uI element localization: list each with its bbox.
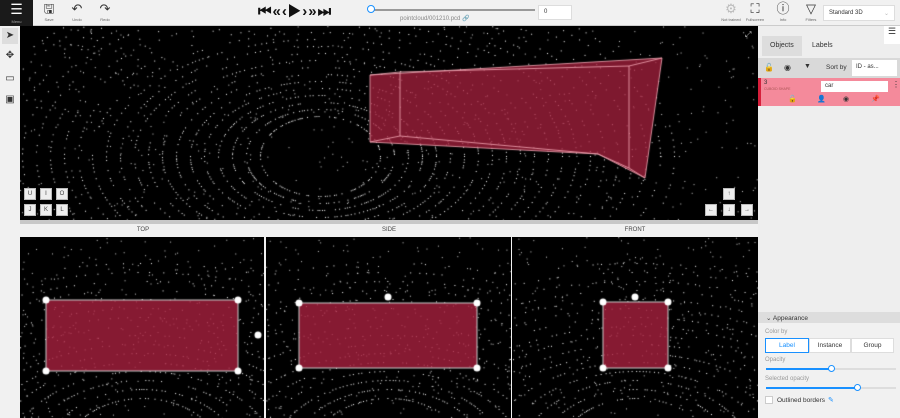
prev-button[interactable]: ‹ (281, 3, 288, 20)
save-icon: 🖫 (43, 1, 55, 16)
sort-select[interactable]: ID - as... (852, 60, 897, 76)
filter-icon: ▽ (806, 1, 816, 16)
opacity-slider[interactable] (766, 365, 896, 372)
chevron-down-icon: ⌄ (883, 11, 889, 17)
player-controls: ⏮«‹▶›»⏭ (258, 3, 332, 20)
object-item[interactable]: 3 CUBOID SHAPE car ⋮ 🔓 👤 ◉ 📌 (758, 78, 900, 106)
controls-sidebar: ➤ ✥ ▭ ▣ (0, 26, 20, 418)
expand-icon[interactable]: ⤢ (745, 30, 752, 39)
resize-divider[interactable] (20, 220, 758, 224)
object-label-select[interactable]: car (821, 81, 888, 92)
objects-sidebar: ☰ Objects Labels 🔓 ◉ ▼ Sort by ID - as..… (758, 26, 900, 418)
redo-icon: ↷ (99, 1, 111, 16)
menu-button[interactable]: ☰ Menu (0, 0, 33, 26)
color-by-label: Color by (765, 329, 788, 335)
camera-key-j[interactable]: J (24, 204, 36, 216)
more-icon[interactable]: ⋮ (892, 80, 900, 89)
selected-opacity-slider[interactable] (766, 384, 896, 391)
lock-all-icon[interactable]: 🔓 (764, 63, 774, 72)
camera-key-l[interactable]: L (56, 204, 68, 216)
fit-image-icon[interactable]: ▣ (5, 94, 15, 105)
top-toolbar: ☰ Menu 🖫 Save ↶ Undo ↷ Redo ⏮«‹▶›»⏭ pointclo… (0, 0, 900, 26)
next-button[interactable]: › (302, 3, 309, 20)
fwd-fast-button[interactable]: » (308, 3, 318, 20)
cursor-icon[interactable]: ➤ (2, 28, 18, 44)
filters-button[interactable]: ▽ Filters (796, 0, 826, 26)
opacity-label: Opacity (765, 357, 786, 363)
redo-button[interactable]: ↷ Redo (92, 0, 118, 26)
chevron-down-icon: ⌄ (766, 315, 772, 322)
undo-icon: ↶ (71, 1, 83, 16)
view-mode-select[interactable]: Standard 3D ⌄ (823, 5, 895, 21)
save-button[interactable]: 🖫 Save (36, 0, 62, 26)
frame-slider[interactable] (370, 9, 535, 11)
back-fast-button[interactable]: « (272, 3, 282, 20)
tab-labels[interactable]: Labels (812, 42, 833, 49)
arrow-key-left[interactable]: ← (705, 204, 717, 216)
arrow-key-down[interactable]: ↓ (723, 204, 735, 216)
color-picker-icon[interactable]: ✎ (828, 397, 834, 404)
info-icon: ⓘ (776, 1, 790, 16)
fullscreen-icon: ⛶ (750, 1, 760, 16)
camera-key-u[interactable]: U (24, 188, 36, 200)
color-by-group-option[interactable]: Group (851, 338, 894, 353)
selected-opacity-label: Selected opacity (765, 376, 810, 382)
camera-key-k[interactable]: K (40, 204, 52, 216)
pin-icon[interactable]: 📌 (871, 96, 880, 103)
undo-button[interactable]: ↶ Undo (64, 0, 90, 26)
draw-cuboid-icon[interactable]: ▭ (5, 73, 15, 84)
top-view-label: TOP (136, 227, 150, 233)
sort-label: Sort by (826, 64, 847, 71)
frame-number-input[interactable]: 0 (538, 5, 572, 20)
arrow-key-right[interactable]: → (741, 204, 753, 216)
brain-icon: ⚙ (725, 1, 737, 16)
side-view[interactable] (266, 237, 511, 418)
expand-all-icon[interactable]: ▼ (804, 63, 811, 70)
tab-objects[interactable]: Objects (762, 36, 802, 56)
first-frame-button[interactable]: ⏮ (258, 3, 273, 20)
frame-slider-handle[interactable] (367, 5, 375, 13)
ai-tools-button[interactable]: ⚙ Not trained (716, 0, 746, 26)
objects-header: 🔓 ◉ ▼ Sort by ID - as... (758, 58, 900, 78)
user-icon[interactable]: 👤 (817, 96, 826, 103)
eye-icon[interactable]: ◉ (843, 96, 850, 103)
last-frame-button[interactable]: ⏭ (317, 3, 333, 20)
collapse-sidebar-icon[interactable]: ☰ (884, 26, 900, 44)
outlined-borders-checkbox[interactable] (765, 396, 773, 404)
front-view-label: FRONT (624, 227, 646, 233)
hide-all-icon[interactable]: ◉ (784, 63, 791, 72)
menu-icon: ☰ (10, 1, 23, 17)
info-button[interactable]: ⓘ Info (768, 0, 798, 26)
color-by-instance-option[interactable]: Instance (809, 338, 851, 353)
lock-icon[interactable]: 🔓 (788, 96, 797, 103)
top-view[interactable] (20, 237, 264, 418)
arrow-key-up[interactable]: ↑ (723, 188, 735, 200)
side-view-label: SIDE (381, 227, 396, 233)
camera-key-o[interactable]: O (56, 188, 68, 200)
link-icon: 🔗 (462, 16, 470, 22)
filename: pointcloud/001210.pcd 🔗 (400, 16, 470, 22)
camera-key-i[interactable]: I (40, 188, 52, 200)
move-icon[interactable]: ✥ (5, 50, 15, 61)
fullscreen-button[interactable]: ⛶ Fullscreen (740, 0, 770, 26)
color-by-label-option[interactable]: Label (765, 338, 809, 353)
front-view[interactable] (512, 237, 758, 418)
appearance-panel: ⌄ Appearance Color by Label Instance Gro… (758, 312, 900, 418)
perspective-view[interactable] (20, 26, 758, 220)
object-id: 3 (764, 80, 768, 86)
object-type: CUBOID SHAPE (764, 87, 791, 91)
outlined-borders-label: Outlined borders (777, 397, 826, 404)
play-button[interactable]: ▶ (287, 3, 303, 20)
appearance-header[interactable]: ⌄ Appearance (758, 312, 900, 323)
